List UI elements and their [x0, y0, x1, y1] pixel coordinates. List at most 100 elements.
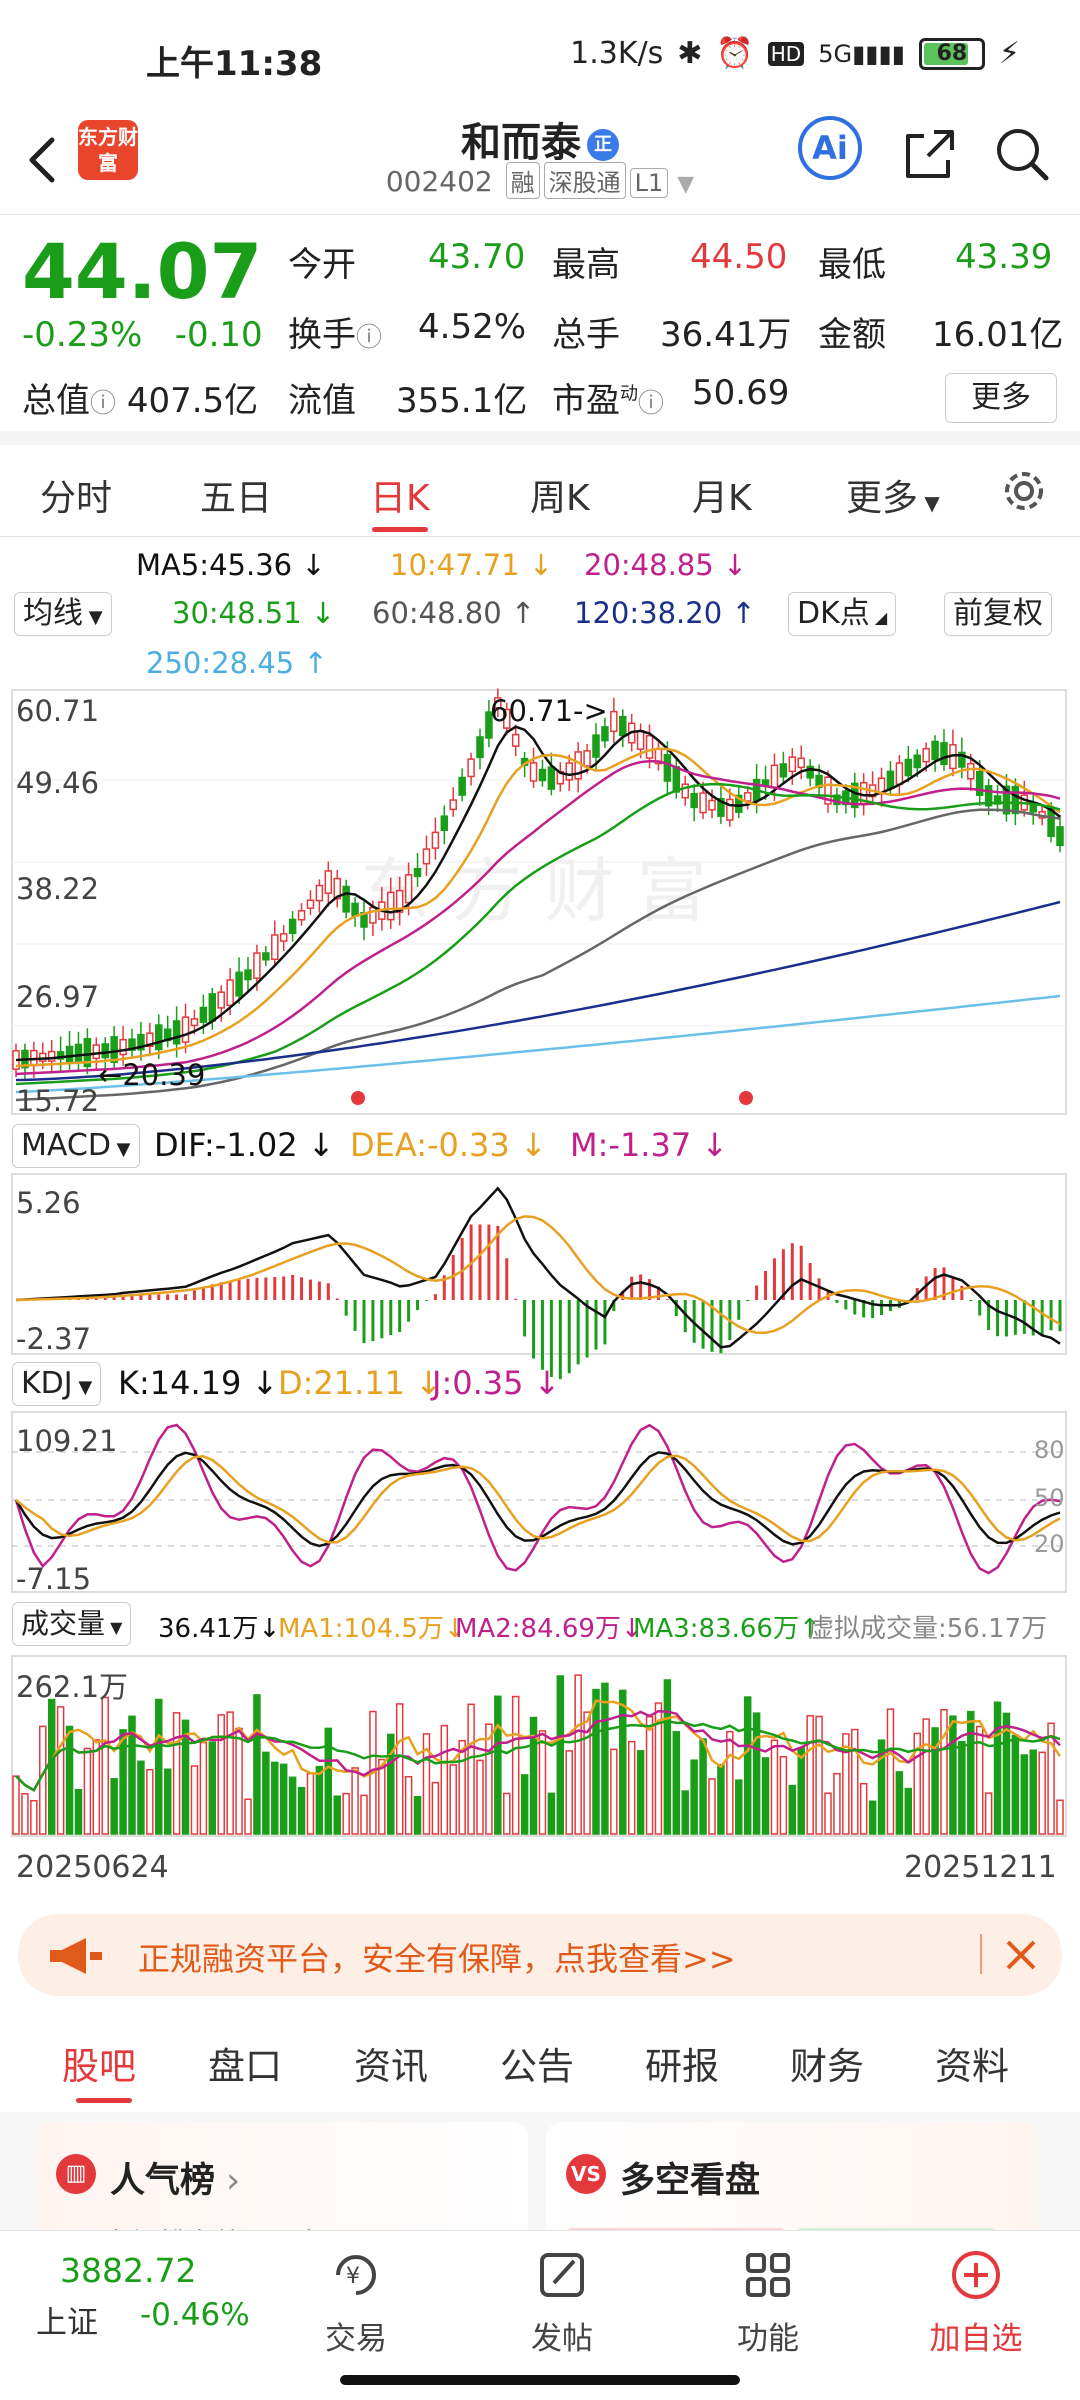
macd-y-top: 5.26	[16, 1186, 81, 1220]
candle-body	[538, 768, 547, 782]
broker-logo[interactable]: 东方财富	[78, 120, 138, 180]
candle-body	[975, 770, 984, 797]
candle-body	[1056, 826, 1064, 847]
search-icon[interactable]	[992, 124, 1052, 184]
turnover-label: 换手	[288, 315, 356, 355]
candle-body	[467, 758, 475, 778]
tab-financials[interactable]: 财务	[790, 2045, 864, 2088]
candle-body	[636, 729, 645, 750]
tab-news[interactable]: 资讯	[354, 2045, 428, 2088]
candle-body	[404, 874, 413, 904]
popularity-title: 人气榜 ›	[110, 2161, 241, 2201]
grid-icon	[746, 2253, 790, 2297]
dk-marker	[739, 1091, 753, 1105]
volume-bar	[663, 1679, 672, 1835]
nav-functions-label: 功能	[737, 2321, 799, 2357]
ma250-legend: 250:28.45 ↑	[146, 646, 328, 680]
volume-ma3: MA3:83.66万↑	[633, 1614, 821, 1644]
candle-body	[511, 733, 520, 747]
volume-bar	[824, 1792, 832, 1835]
volume-bar	[975, 1725, 984, 1835]
turnover-label-row[interactable]: 换手ⓘ	[288, 307, 382, 356]
candle-body	[547, 766, 556, 790]
ma-lines	[15, 725, 1061, 1102]
volume-bar	[110, 1778, 118, 1835]
volume-bar	[1056, 1799, 1064, 1835]
back-icon[interactable]	[22, 130, 62, 190]
candle-body	[788, 756, 797, 773]
volume-bar	[172, 1712, 181, 1835]
dk-point-button[interactable]: DK点 ◢	[788, 592, 897, 636]
index-value[interactable]: 3882.72	[60, 2251, 197, 2290]
volume-bar	[583, 1711, 591, 1835]
candle-body	[592, 734, 600, 758]
tab-monthly-k[interactable]: 月K	[692, 478, 752, 519]
pe-label-row[interactable]: 市盈动ⓘ	[552, 373, 664, 422]
stock-code-row[interactable]: 002402 融深股通 L1 ▼	[0, 162, 1080, 199]
volume-bar	[119, 1729, 127, 1835]
candle-body	[824, 776, 832, 805]
volume-selector[interactable]: 成交量 ▼	[12, 1602, 132, 1646]
volume-bar	[244, 1798, 252, 1835]
volume-bar	[565, 1750, 573, 1835]
change-row: -0.23% -0.10	[22, 315, 263, 355]
tab-weekly-k[interactable]: 周K	[530, 478, 590, 519]
ma-selector[interactable]: 均线 ▼	[14, 592, 112, 636]
dk-marker	[351, 1091, 365, 1105]
candle-body	[743, 792, 752, 802]
signal-icon: 5G▮▮▮▮	[818, 39, 905, 68]
candle-body	[699, 792, 707, 814]
candle-body	[47, 1050, 56, 1062]
svg-text:¥: ¥	[346, 2264, 360, 2289]
vol-ma3-line	[15, 1719, 1061, 1792]
tab-daily-k[interactable]: 日K	[370, 478, 430, 519]
tab-announcements[interactable]: 公告	[500, 2045, 574, 2088]
high-value: 44.50	[690, 237, 788, 277]
ai-button[interactable]: Ai	[798, 116, 862, 180]
tab-profile[interactable]: 资料	[935, 2045, 1009, 2088]
volume-bar	[56, 1706, 65, 1835]
tab-more[interactable]: 更多 ▼	[846, 478, 940, 519]
candle-body	[253, 952, 261, 979]
volume-bar	[208, 1741, 217, 1835]
index-change[interactable]: -0.46%	[140, 2297, 250, 2333]
macd-selector[interactable]: MACD ▼	[12, 1124, 140, 1168]
volume-bar	[431, 1781, 440, 1835]
status-time: 上午11:38	[146, 44, 323, 84]
volume-bar	[288, 1776, 297, 1835]
promo-banner[interactable]: 正规融资平台，安全有保障，点我查看>>	[18, 1914, 1062, 1996]
tab-five-day[interactable]: 五日	[200, 478, 273, 519]
candle-body	[886, 770, 895, 790]
quote-panel: 44.07 -0.23% -0.10 总值ⓘ 407.5亿 今开 43.70 最…	[0, 215, 1080, 445]
tag-connect: 深股通	[543, 162, 626, 199]
volume-bar	[181, 1719, 190, 1835]
open-label: 今开	[288, 245, 356, 285]
more-button[interactable]: 更多	[945, 373, 1057, 423]
stock-name-row: 和而泰正	[0, 110, 1080, 168]
volume-bar	[262, 1751, 270, 1835]
volume-bar	[761, 1757, 770, 1835]
index-name[interactable]: 上证	[36, 2305, 98, 2341]
volume-bar	[217, 1714, 225, 1835]
candle-body	[440, 815, 449, 832]
ma30-legend: 30:48.51 ↓	[172, 596, 336, 630]
candle-body	[262, 952, 270, 961]
candle-body	[645, 734, 654, 759]
tab-intraday[interactable]: 分时	[40, 478, 113, 519]
last-price: 44.07	[22, 227, 263, 316]
share-icon[interactable]	[900, 124, 960, 184]
adjust-button[interactable]: 前复权	[944, 592, 1052, 636]
amount-label: 金额	[818, 315, 886, 355]
float-value: 355.1亿	[396, 381, 528, 421]
tab-forum[interactable]: 股吧	[62, 2045, 136, 2088]
tab-research[interactable]: 研报	[645, 2045, 719, 2088]
tab-orderbook[interactable]: 盘口	[208, 2045, 282, 2088]
kdj-selector[interactable]: KDJ ▼	[12, 1362, 102, 1406]
info-icon: ⓘ	[638, 389, 665, 419]
volume-bar	[654, 1702, 663, 1835]
close-icon[interactable]	[1002, 1936, 1040, 1974]
mktcap-row[interactable]: 总值ⓘ 407.5亿	[22, 373, 258, 422]
bluetooth-icon: ✱	[677, 36, 703, 71]
gear-icon[interactable]	[996, 463, 1052, 519]
